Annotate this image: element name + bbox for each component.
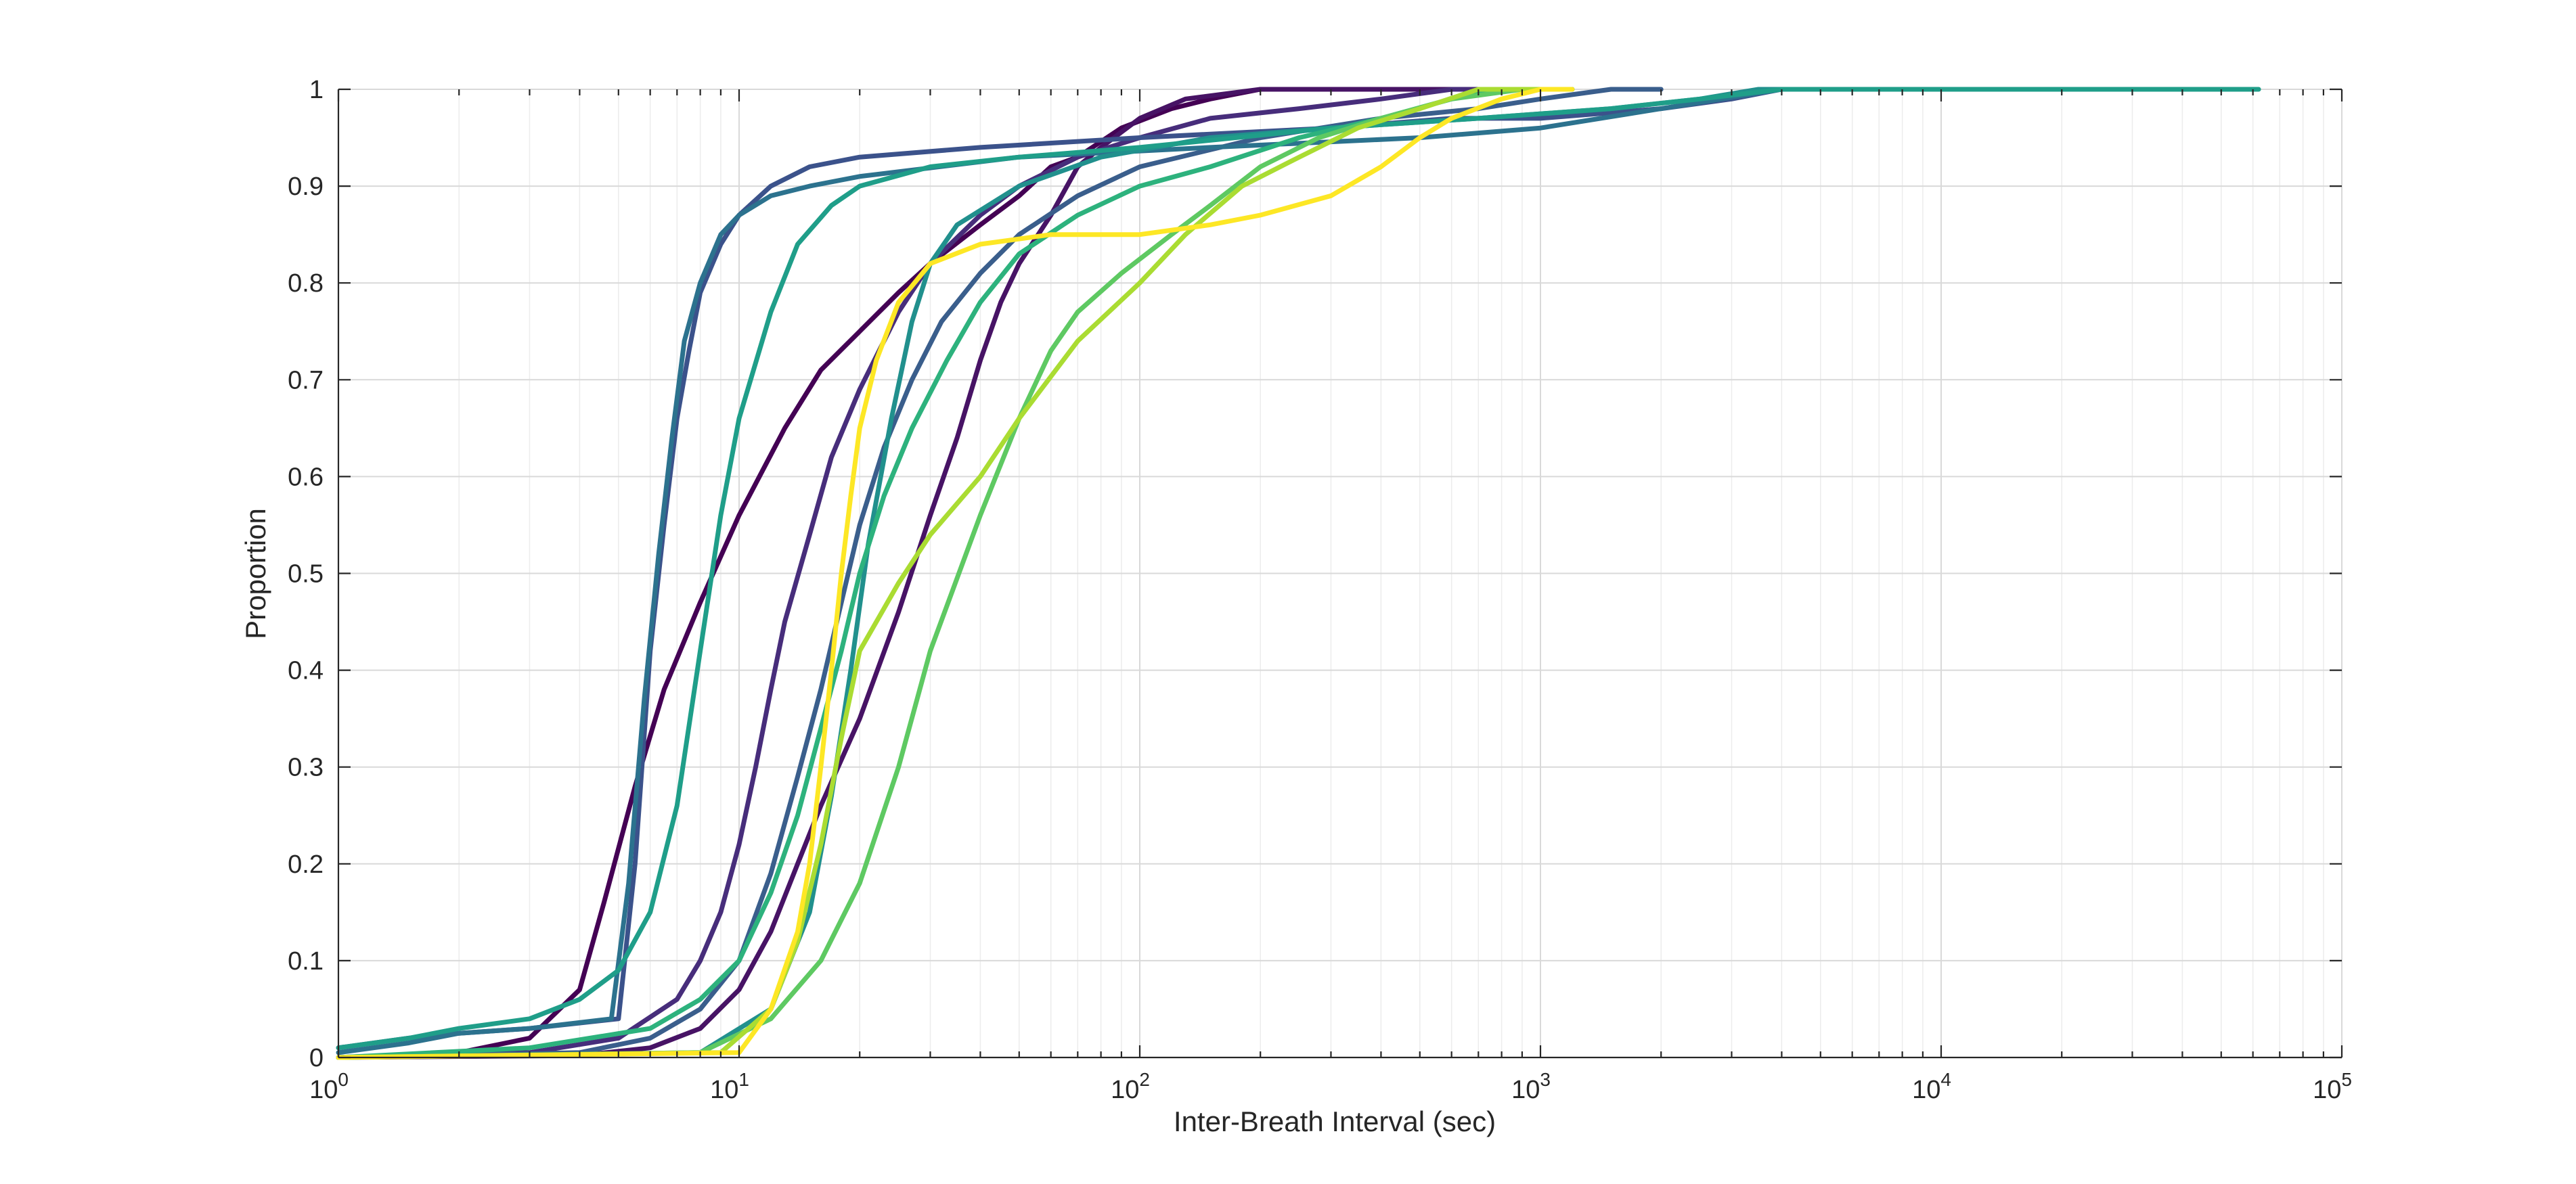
series-line-2: [336, 87, 1505, 1060]
x-axis-label: Inter-Breath Interval (sec): [1174, 1106, 1496, 1137]
x-tick-label: 100: [309, 1069, 349, 1104]
y-tick-label: 0.5: [288, 560, 324, 589]
x-tick-label: 102: [1111, 1069, 1150, 1104]
y-tick-label: 0.2: [288, 850, 324, 879]
x-tick-label: 104: [1912, 1069, 1951, 1104]
series-line-9: [336, 87, 1575, 1060]
y-tick-labels: 0 0.1 0.2 0.3 0.4 0.5 0.6 0.7 0.8 0.9 1: [288, 76, 324, 1072]
y-tick-label: 0.9: [288, 173, 324, 201]
y-tick-label: 0.3: [288, 754, 324, 782]
series-line-8: [336, 87, 2261, 1051]
series-layer: [336, 87, 2261, 1060]
x-tick-label: 103: [1511, 1069, 1551, 1104]
series-line-12: [336, 87, 1575, 1060]
x-tick-labels: 100 101 102 103 104 105: [309, 1069, 2352, 1104]
y-tick-label: 1: [309, 76, 324, 104]
y-tick-label: 0: [309, 1044, 324, 1072]
axes: [337, 88, 2343, 1059]
series-line-3: [336, 87, 1543, 1060]
y-tick-label: 0.1: [288, 947, 324, 976]
x-tick-label: 105: [2313, 1069, 2352, 1104]
y-tick-label: 0.4: [288, 657, 324, 685]
y-tick-label: 0.8: [288, 269, 324, 298]
y-tick-label: 0.6: [288, 463, 324, 491]
y-axis-label: Proportion: [240, 508, 271, 639]
y-tick-label: 0.7: [288, 366, 324, 394]
x-tick-label: 101: [710, 1069, 749, 1104]
series-line-11: [336, 87, 1543, 1060]
series-line-6: [336, 87, 1855, 1055]
